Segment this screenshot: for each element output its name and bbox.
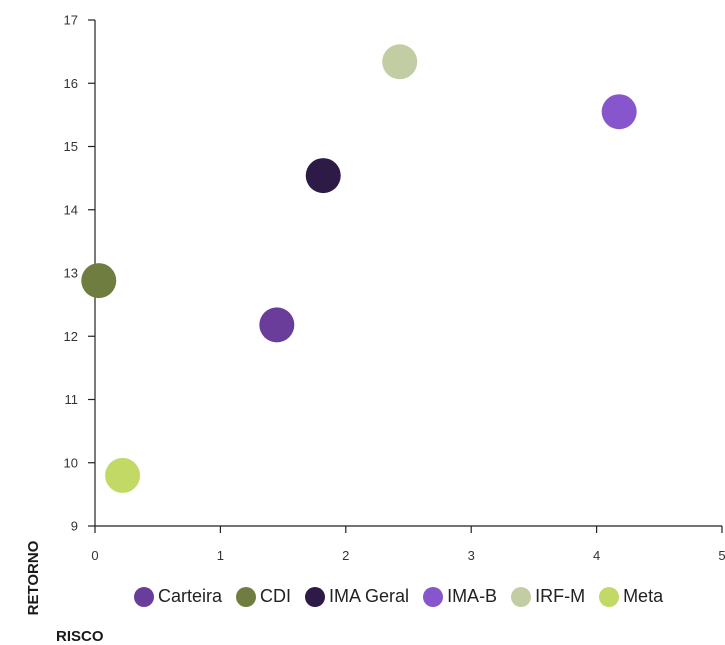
data-point-ima-geral [305, 158, 341, 194]
x-tick-label: 2 [342, 548, 349, 563]
x-axis-title: RISCO [56, 628, 104, 645]
y-tick-label: 14 [64, 202, 78, 217]
legend-item: Carteira [134, 586, 222, 607]
data-point-carteira [259, 307, 295, 343]
y-tick-label: 17 [64, 13, 78, 28]
y-tick-label: 15 [64, 139, 78, 154]
data-points [81, 44, 637, 493]
y-tick-label: 12 [64, 329, 78, 344]
legend-label: IRF-M [535, 586, 586, 606]
legend-swatch [423, 586, 444, 607]
legend-swatch [236, 586, 257, 607]
legend-swatch [599, 586, 620, 607]
legend-label: Carteira [158, 586, 223, 606]
y-tick-label: 13 [64, 266, 78, 281]
x-tick-label: 1 [217, 548, 224, 563]
y-tick-label: 10 [64, 455, 78, 470]
legend-label: IMA Geral [329, 586, 410, 606]
legend-item: CDI [236, 586, 291, 607]
x-tick-label: 0 [91, 548, 98, 563]
legend-swatch [134, 586, 154, 607]
y-tick-label: 11 [65, 392, 79, 407]
legend-item: IMA-B [423, 586, 497, 607]
legend-swatch [511, 586, 532, 607]
x-tick-label: 4 [593, 548, 600, 563]
data-point-meta [105, 457, 141, 493]
y-tick-label: 16 [64, 76, 78, 91]
x-tick-label: 3 [468, 548, 475, 563]
legend-label: IMA-B [447, 586, 498, 606]
legend-item: Meta [599, 586, 663, 607]
legend-swatch [305, 586, 326, 607]
y-axis-title: RETORNO [25, 540, 42, 615]
data-point-irf-m [382, 44, 418, 80]
y-tick-label: 9 [71, 519, 78, 534]
legend-label: CDI [260, 586, 292, 606]
data-point-ima-b [601, 94, 637, 130]
legend: Carteira CDI IMA Geral IMA-B IRF-M Meta [134, 586, 663, 607]
data-point-cdi [81, 263, 117, 299]
legend-item: IRF-M [511, 586, 585, 607]
legend-item: IMA Geral [305, 586, 409, 607]
legend-label: Meta [623, 586, 664, 606]
x-tick-label: 5 [718, 548, 725, 563]
